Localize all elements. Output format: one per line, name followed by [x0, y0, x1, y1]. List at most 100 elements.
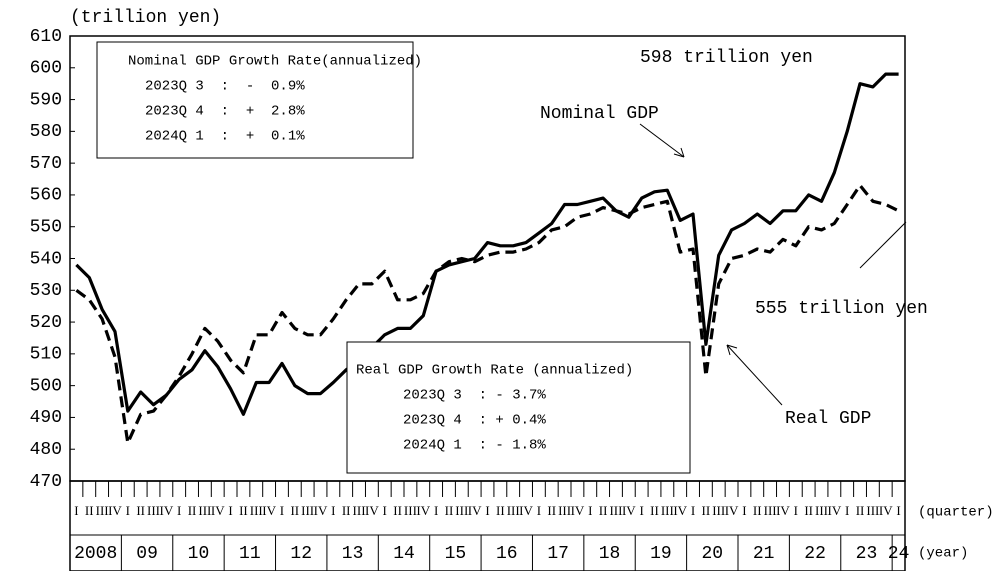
x-tick-label: I — [228, 503, 232, 518]
nominal-box-line: 2023Q 4 : + 2.8% — [145, 104, 305, 120]
year-label: 13 — [342, 544, 364, 564]
x-tick-label: IV — [108, 503, 122, 518]
x-tick-label: II — [239, 503, 248, 518]
x-tick-label: I — [588, 503, 592, 518]
x-tick-label: I — [280, 503, 284, 518]
x-tick-label: I — [845, 503, 849, 518]
x-tick-label: III — [455, 503, 468, 518]
y-tick-label: 610 — [30, 27, 62, 47]
real-arrow — [726, 344, 783, 406]
y-tick-label: 550 — [30, 217, 62, 237]
x-tick-label: II — [702, 503, 711, 518]
y-tick-label: 540 — [30, 249, 62, 269]
year-label: 24 — [888, 544, 910, 564]
x-tick-label: II — [136, 503, 145, 518]
y-tick-label: 490 — [30, 408, 62, 428]
nominal-arrow — [639, 123, 685, 158]
x-tick-label: IV — [776, 503, 790, 518]
real-label: Real GDP — [785, 409, 871, 429]
x-tick-label: II — [188, 503, 197, 518]
year-label: 20 — [702, 544, 724, 564]
nominal-box — [96, 41, 414, 159]
x-tick-label: III — [764, 503, 777, 518]
x-tick-label: I — [537, 503, 541, 518]
nominal-box-title: Nominal GDP Growth Rate(annualized) — [128, 54, 422, 70]
x-tick-label: III — [301, 503, 314, 518]
x-tick-label: III — [815, 503, 828, 518]
y-tick-label: 510 — [30, 345, 62, 365]
year-label: 18 — [599, 544, 621, 564]
x-tick-label: II — [650, 503, 659, 518]
x-tick-label: IV — [725, 503, 739, 518]
real-end-label: 555 trillion yen — [755, 299, 928, 319]
x-tick-label: IV — [468, 503, 482, 518]
x-tick-label: IV — [211, 503, 225, 518]
y-tick-label: 530 — [30, 281, 62, 301]
real-box-title: Real GDP Growth Rate (annualized) — [356, 363, 633, 379]
x-tick-label: II — [856, 503, 865, 518]
year-label: 12 — [290, 544, 312, 564]
year-label: 2008 — [74, 544, 117, 564]
x-tick-label: II — [753, 503, 762, 518]
year-label: 11 — [239, 544, 261, 564]
y-tick-label: 590 — [30, 90, 62, 110]
year-label: 23 — [856, 544, 878, 564]
y-tick-label: 500 — [30, 376, 62, 396]
x-tick-label: IV — [159, 503, 173, 518]
y-tick-label: 520 — [30, 313, 62, 333]
x-tick-label: II — [290, 503, 299, 518]
x-tick-label: IV — [622, 503, 636, 518]
x-tick-label: III — [661, 503, 674, 518]
year-label: 21 — [753, 544, 775, 564]
year-label: 22 — [804, 544, 826, 564]
x-tick-label: I — [126, 503, 130, 518]
y-tick-label: 470 — [30, 472, 62, 492]
year-axis-label: (year) — [918, 546, 968, 562]
y-tick-label: 600 — [30, 59, 62, 79]
real-box-line: 2023Q 4 : + 0.4% — [403, 413, 546, 429]
year-label: 17 — [547, 544, 569, 564]
x-tick-label: IV — [314, 503, 328, 518]
arrow-head — [673, 147, 685, 158]
x-tick-label: II — [496, 503, 505, 518]
x-tick-label: II — [547, 503, 556, 518]
x-tick-label: IV — [262, 503, 276, 518]
x-tick-label: III — [404, 503, 417, 518]
x-tick-label: II — [85, 503, 94, 518]
x-tick-label: III — [353, 503, 366, 518]
x-tick-label: III — [558, 503, 571, 518]
y-tick-label: 560 — [30, 186, 62, 206]
y-tick-label: 570 — [30, 154, 62, 174]
x-tick-label: III — [609, 503, 622, 518]
x-tick-label: III — [250, 503, 263, 518]
x-tick-label: I — [742, 503, 746, 518]
real-box — [346, 341, 691, 474]
x-tick-label: III — [712, 503, 725, 518]
x-tick-label: I — [794, 503, 798, 518]
x-tick-label: I — [331, 503, 335, 518]
nominal-end-label: 598 trillion yen — [640, 48, 813, 68]
x-tick-label: I — [896, 503, 900, 518]
x-tick-label: II — [342, 503, 351, 518]
nominal-box-line: 2023Q 3 : - 0.9% — [145, 79, 305, 95]
x-tick-label: I — [434, 503, 438, 518]
real-box-line: 2023Q 3 : - 3.7% — [403, 388, 546, 404]
x-tick-label: I — [177, 503, 181, 518]
y-tick-label: 580 — [30, 122, 62, 142]
year-label: 09 — [136, 544, 158, 564]
year-label: 19 — [650, 544, 672, 564]
y-axis-label: (trillion yen) — [70, 8, 221, 28]
x-tick-label: IV — [827, 503, 841, 518]
x-tick-label: I — [691, 503, 695, 518]
x-tick-label: IV — [416, 503, 430, 518]
arrow-head — [726, 344, 738, 356]
x-tick-label: IV — [571, 503, 585, 518]
x-tick-label: III — [147, 503, 160, 518]
x-tick-label: IV — [879, 503, 893, 518]
x-tick-label: I — [74, 503, 78, 518]
x-tick-label: IV — [673, 503, 687, 518]
x-tick-label: II — [445, 503, 454, 518]
year-label: 10 — [188, 544, 210, 564]
x-tick-label: I — [485, 503, 489, 518]
